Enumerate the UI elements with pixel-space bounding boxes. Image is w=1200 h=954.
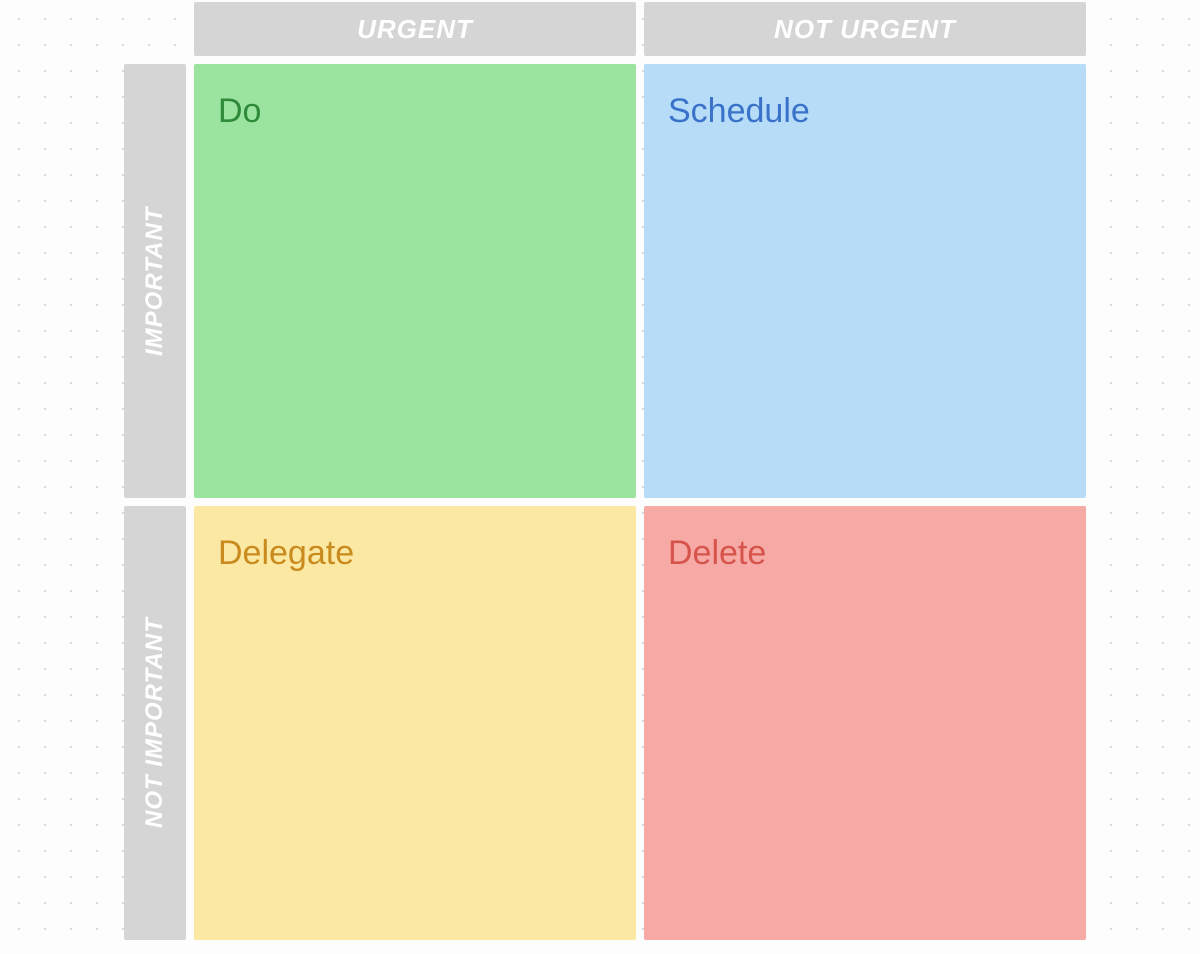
row-header-important: IMPORTANT xyxy=(124,64,186,498)
quadrant-label: Delete xyxy=(668,534,1062,573)
quadrant-delegate[interactable]: Delegate xyxy=(194,506,636,940)
column-header-urgent: URGENT xyxy=(194,2,636,56)
quadrant-label: Do xyxy=(218,92,612,131)
column-header-not-urgent: NOT URGENT xyxy=(644,2,1086,56)
row-header-label: NOT IMPORTANT xyxy=(141,618,169,829)
quadrant-label: Delegate xyxy=(218,534,612,573)
row-header-not-important: NOT IMPORTANT xyxy=(124,506,186,940)
column-header-label: URGENT xyxy=(357,14,473,45)
quadrant-delete[interactable]: Delete xyxy=(644,506,1086,940)
matrix-corner-spacer xyxy=(124,2,186,56)
quadrant-schedule[interactable]: Schedule xyxy=(644,64,1086,498)
column-header-label: NOT URGENT xyxy=(774,14,956,45)
quadrant-label: Schedule xyxy=(668,92,1062,131)
eisenhower-matrix: URGENT NOT URGENT IMPORTANT NOT IMPORTAN… xyxy=(124,2,1088,940)
quadrant-do[interactable]: Do xyxy=(194,64,636,498)
row-header-label: IMPORTANT xyxy=(141,206,169,355)
